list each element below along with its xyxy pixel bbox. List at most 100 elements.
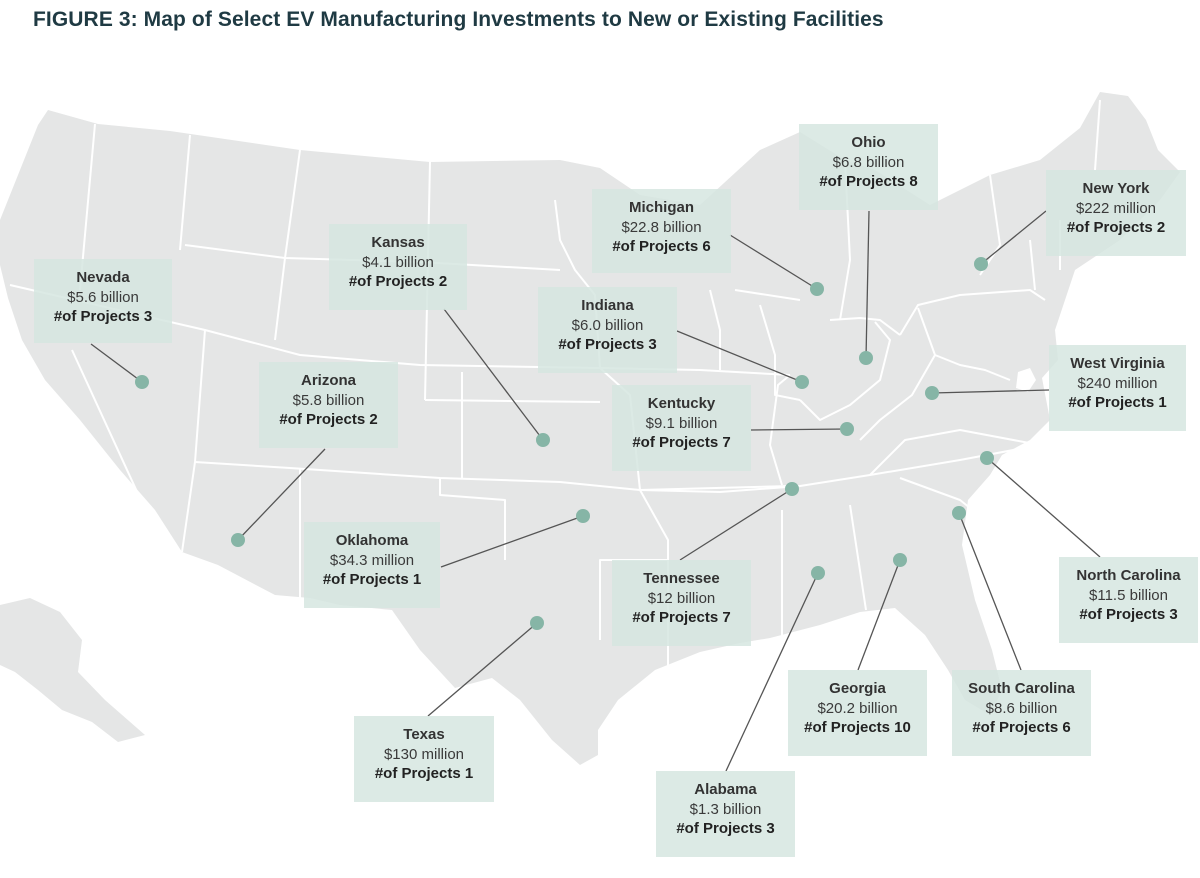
leader-line-kentucky [750, 428, 848, 431]
facility-marker-arizona [231, 533, 245, 547]
project-count: #of Projects 3 [53, 308, 153, 325]
facility-marker-texas [530, 616, 544, 630]
facility-marker-kansas [536, 433, 550, 447]
state-border-22 [829, 317, 901, 336]
state-name: New York [1082, 180, 1150, 197]
investment-amount: $5.8 billion [292, 392, 365, 409]
callout-georgia: Georgia $20.2 billion #of Projects 10 [788, 670, 927, 756]
state-border-26 [859, 354, 936, 441]
facility-marker-nevada [135, 375, 149, 389]
state-border-30 [899, 477, 986, 521]
leader-lines [90, 210, 1101, 772]
state-border-20 [734, 289, 801, 301]
investment-amount: $5.6 billion [67, 289, 139, 306]
state-border-17 [639, 485, 791, 491]
project-count: #of Projects 8 [819, 173, 918, 190]
contiguous-us-shape [0, 92, 1180, 765]
leader-line-south-carolina [958, 512, 1022, 671]
facility-marker-ohio [859, 351, 873, 365]
figure-title: FIGURE 3: Map of Select EV Manufacturing… [33, 8, 884, 31]
investment-amount: $1.3 billion [689, 801, 762, 818]
investment-amount: $130 million [383, 746, 465, 763]
facility-markers [135, 257, 994, 630]
project-count: #of Projects 2 [279, 411, 378, 428]
project-count: #of Projects 3 [676, 820, 775, 837]
callout-ohio: Ohio $6.8 billion #of Projects 8 [799, 124, 938, 210]
investment-amount: $34.3 million [329, 552, 415, 569]
facility-marker-indiana [795, 375, 809, 389]
state-border-18 [769, 374, 791, 486]
leader-line-texas [427, 622, 538, 717]
investment-amount: $6.0 billion [571, 317, 644, 334]
facility-marker-west-virginia [925, 386, 939, 400]
state-border-2 [194, 444, 1041, 493]
chesapeake-bay-shape [1016, 368, 1036, 392]
facility-marker-alabama [811, 566, 825, 580]
project-count: #of Projects 1 [322, 571, 422, 588]
callout-west-virginia: West Virginia $240 million #of Projects 1 [1049, 345, 1186, 431]
leader-line-north-carolina [986, 457, 1101, 558]
state-name: Kansas [371, 234, 425, 251]
state-border-14 [424, 399, 601, 403]
state-border-27 [869, 429, 1041, 476]
state-name: Michigan [628, 199, 694, 216]
leader-line-michigan [729, 234, 818, 290]
project-count: #of Projects 1 [1068, 394, 1167, 411]
callout-north-carolina: North Carolina $11.5 billion #of Projects … [1059, 557, 1198, 643]
investment-amount: $11.5 billion [1089, 587, 1168, 604]
investment-amount: $4.1 billion [362, 254, 434, 271]
facility-marker-kentucky [840, 422, 854, 436]
callout-kentucky: Kentucky $9.1 billion #of Projects 7 [612, 385, 751, 471]
leader-line-nevada [90, 343, 143, 383]
leader-line-alabama [725, 572, 819, 772]
state-name: South Carolina [968, 680, 1075, 697]
project-count: #of Projects 3 [1079, 606, 1178, 623]
callout-michigan: Michigan $22.8 billion #of Projects 6 [592, 189, 731, 273]
callout-oklahoma: Oklahoma $34.3 million #of Projects 1 [304, 522, 440, 608]
facility-marker-michigan [810, 282, 824, 296]
state-border-8 [179, 134, 191, 251]
state-border-6 [71, 349, 151, 521]
callout-alabama: Alabama $1.3 billion #of Projects 3 [656, 771, 795, 857]
project-count: #of Projects 7 [632, 609, 731, 626]
leader-line-tennessee [679, 488, 793, 561]
state-name: Texas [403, 726, 445, 743]
callout-indiana: Indiana $6.0 billion #of Projects 3 [538, 287, 677, 373]
callout-new-york: New York $222 million #of Projects 2 [1046, 170, 1186, 256]
state-name: Oklahoma [335, 532, 409, 549]
facility-marker-tennessee [785, 482, 799, 496]
state-border-23 [799, 321, 891, 421]
state-border-32 [1029, 239, 1036, 291]
us-landmass [0, 92, 1180, 765]
callout-south-carolina: South Carolina $8.6 billion #of Projects 6 [952, 670, 1091, 756]
leader-line-new-york [980, 210, 1047, 265]
investment-amount: $8.6 billion [985, 700, 1058, 717]
investment-amount: $9.1 billion [645, 415, 718, 432]
leader-line-west-virginia [931, 389, 1050, 394]
investment-amount: $20.2 billion [817, 700, 898, 717]
state-border-21 [759, 304, 801, 401]
state-border-25 [917, 307, 1011, 381]
state-name: North Carolina [1076, 567, 1181, 584]
callout-kansas: Kansas $4.1 billion #of Projects 2 [329, 224, 467, 310]
state-name: Arizona [300, 372, 356, 389]
callout-nevada: Nevada $5.6 billion #of Projects 3 [34, 259, 172, 343]
state-name: Nevada [76, 269, 130, 286]
state-name: Ohio [851, 134, 886, 151]
investment-amount: $6.8 billion [832, 154, 905, 171]
project-count: #of Projects 6 [972, 719, 1071, 736]
project-count: #of Projects 1 [374, 765, 474, 782]
state-name: Georgia [829, 680, 886, 697]
project-count: #of Projects 6 [612, 238, 711, 255]
facility-marker-georgia [893, 553, 907, 567]
state-name: Indiana [581, 297, 634, 314]
state-name: West Virginia [1070, 355, 1165, 372]
state-border-34 [1094, 99, 1101, 171]
callout-tennessee: Tennessee $12 billion #of Projects 7 [612, 560, 751, 646]
project-count: #of Projects 3 [558, 336, 657, 353]
alaska-shape [0, 598, 145, 742]
investment-amount: $22.8 billion [621, 219, 702, 236]
investment-amount: $240 million [1077, 375, 1158, 392]
state-name: Kentucky [647, 395, 716, 412]
state-border-5 [181, 329, 206, 553]
